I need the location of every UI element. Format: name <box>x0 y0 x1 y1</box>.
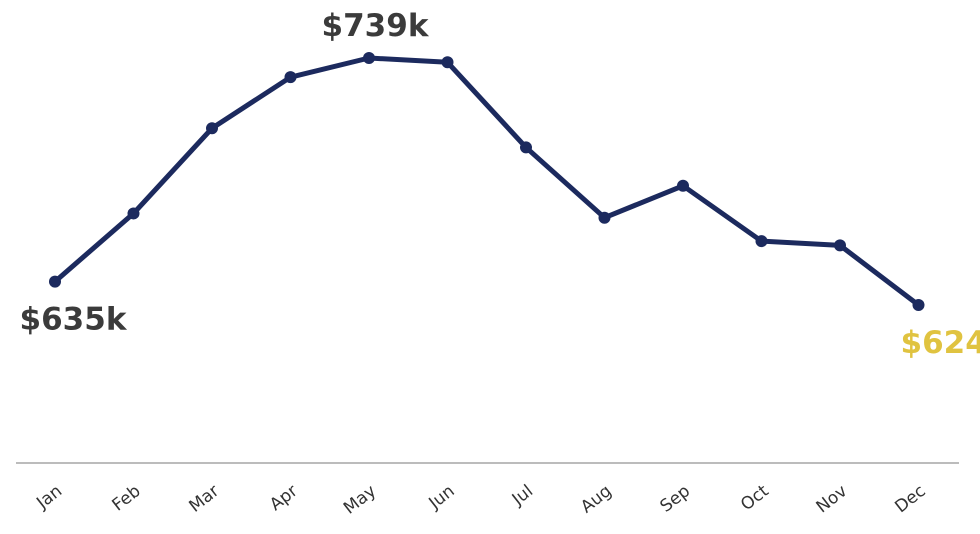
x-tick-aug: Aug <box>577 481 615 517</box>
data-point-mar <box>206 122 218 135</box>
data-point-oct <box>755 235 768 248</box>
data-point-aug <box>598 211 611 224</box>
data-point-jan <box>49 275 61 288</box>
data-point-apr <box>284 71 297 84</box>
x-tick-apr: Apr <box>266 481 301 515</box>
x-tick-jul: Jul <box>508 481 537 510</box>
x-tick-oct: Oct <box>737 481 773 515</box>
x-tick-jan: Jan <box>32 481 66 514</box>
data-point-feb <box>127 207 140 220</box>
value-callout-may: $739k <box>322 8 430 44</box>
data-point-may <box>363 52 375 64</box>
series-line <box>52 55 921 308</box>
data-point-nov <box>834 239 846 252</box>
x-tick-nov: Nov <box>813 481 851 517</box>
data-point-jun <box>441 56 454 69</box>
data-point-dec <box>912 299 925 311</box>
data-points <box>49 52 925 311</box>
x-tick-dec: Dec <box>891 481 929 517</box>
x-tick-sep: Sep <box>657 481 695 516</box>
value-callout-dec: $624k <box>901 325 980 361</box>
x-tick-labels: Jan Feb Mar Apr May Jun Jul Aug Sep Oct Nov Dec <box>32 481 929 519</box>
data-point-sep <box>677 179 689 192</box>
x-tick-mar: Mar <box>185 481 223 517</box>
x-tick-may: May <box>340 481 380 518</box>
x-tick-feb: Feb <box>109 481 145 515</box>
value-callouts: $635k $739k $624k <box>20 8 980 361</box>
x-tick-jun: Jun <box>425 481 459 514</box>
value-callout-jan: $635k <box>20 302 128 338</box>
data-point-jul <box>520 141 532 154</box>
